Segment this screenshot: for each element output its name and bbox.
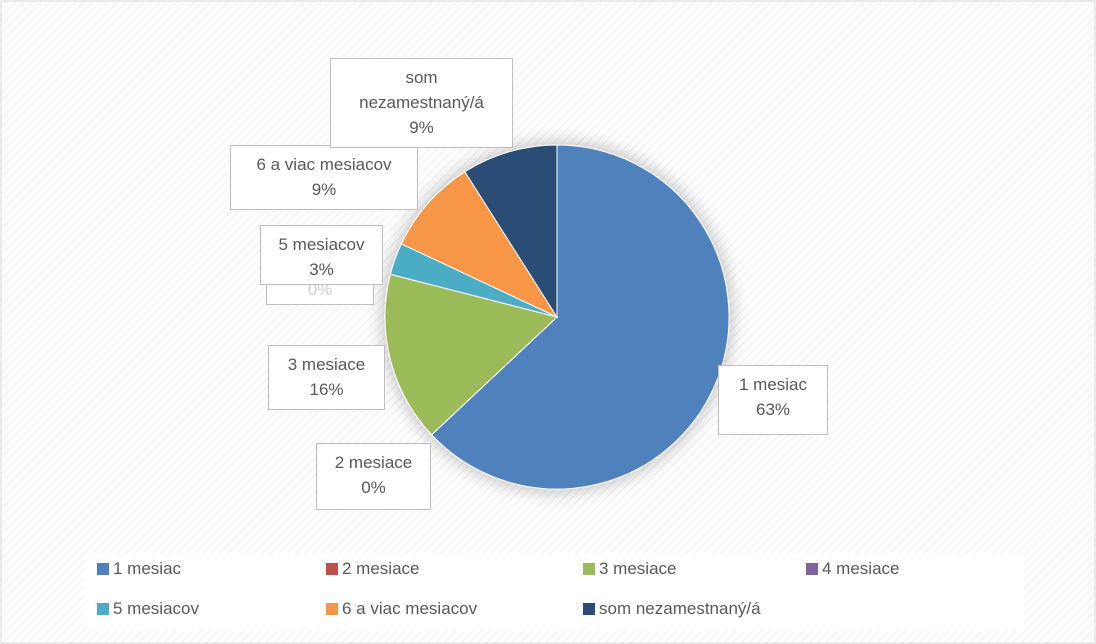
label-value: 3% [309, 260, 334, 279]
label-value: 16% [309, 380, 344, 399]
legend-item: 6 a viac mesiacov [326, 599, 477, 619]
legend-swatch [583, 563, 595, 575]
label-category: 2 mesiace [334, 453, 413, 472]
legend-swatch [583, 603, 595, 615]
pie-slice [430, 144, 730, 490]
label-category: 1 mesiac [738, 375, 808, 394]
legend-label: 5 mesiacov [113, 599, 199, 618]
legend-item: 2 mesiace [326, 559, 419, 579]
legend-item: 1 mesiac [97, 559, 181, 579]
label-value: 9% [311, 180, 337, 199]
label-category: 6 a viac mesiacov [256, 155, 392, 174]
legend-swatch [326, 603, 338, 615]
pie-slice [400, 171, 559, 319]
label-category: 5 mesiacov [278, 235, 365, 254]
pie-slice [384, 273, 559, 436]
legend-label: 6 a viac mesiacov [342, 599, 478, 618]
data-label: 5 mesiacov 3% [260, 225, 383, 285]
legend-label: som nezamestnaný/á [599, 599, 761, 618]
label-value: 9% [409, 118, 434, 137]
data-label: 2 mesiace 0% [316, 443, 431, 510]
legend-swatch [806, 563, 818, 575]
legend-swatch [326, 563, 338, 575]
data-label: 3 mesiace 16% [268, 345, 385, 410]
pie [384, 144, 730, 490]
label-category: 3 mesiace [287, 355, 366, 374]
legend-item: 5 mesiacov [97, 599, 199, 619]
label-category: som nezamestnaný/á [359, 68, 484, 112]
legend-item: 4 mesiace [806, 559, 899, 579]
legend-label: 1 mesiac [113, 559, 182, 578]
legend-label: 4 mesiace [822, 559, 900, 578]
legend-swatch [97, 563, 109, 575]
legend-label: 2 mesiace [342, 559, 420, 578]
legend-item: 3 mesiace [583, 559, 676, 579]
pie-slice [464, 144, 558, 319]
label-value: 63% [755, 400, 791, 419]
data-label: 1 mesiac 63% [718, 365, 828, 435]
label-value: 0% [361, 478, 386, 497]
data-label: som nezamestnaný/á 9% [330, 58, 513, 148]
data-label: 6 a viac mesiacov 9% [230, 145, 418, 210]
legend-swatch [97, 603, 109, 615]
legend-label: 3 mesiace [599, 559, 677, 578]
legend-bg [86, 553, 1024, 631]
legend-item: som nezamestnaný/á [583, 599, 761, 619]
